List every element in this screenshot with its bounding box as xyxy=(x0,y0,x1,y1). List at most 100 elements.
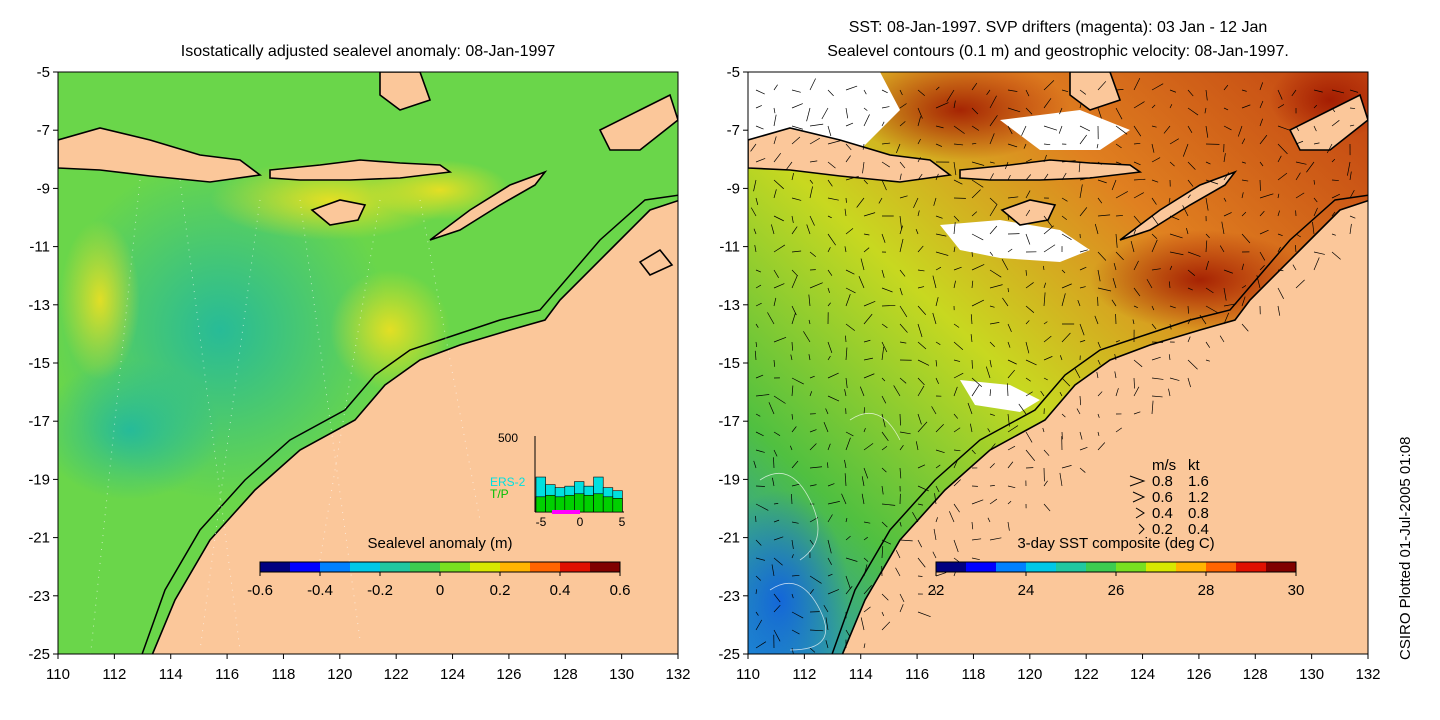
velocity-arrow xyxy=(935,485,940,493)
velocity-arrow xyxy=(791,629,800,635)
velocity-arrow xyxy=(827,302,831,307)
velocity-arrow xyxy=(1043,98,1052,109)
colorbar-segment xyxy=(530,562,561,572)
velocity-arrow xyxy=(1061,197,1068,202)
velocity-arrow xyxy=(953,359,961,362)
colorbar-tick-label: 30 xyxy=(1288,582,1305,599)
colorbar-tick-label: -0.4 xyxy=(307,582,333,599)
velocity-arrow xyxy=(881,413,886,428)
velocity-arrow xyxy=(1079,249,1088,253)
velocity-arrow xyxy=(899,103,907,109)
velocity-arrow xyxy=(1295,140,1304,145)
velocity-arrow xyxy=(935,86,940,91)
velocity-arrow xyxy=(1097,251,1107,261)
colorbar-segment xyxy=(350,562,381,572)
colorbar-segment xyxy=(380,562,411,572)
velocity-arrow xyxy=(899,431,911,435)
velocity-arrow xyxy=(1259,134,1268,145)
velocity-arrow xyxy=(791,385,794,397)
velocity-arrow xyxy=(773,179,784,190)
x-tick-label: 114 xyxy=(849,666,873,683)
velocity-arrow xyxy=(803,331,811,343)
velocity-arrow xyxy=(773,431,781,436)
velocity-arrow xyxy=(1115,191,1128,199)
velocity-arrow xyxy=(935,215,943,219)
velocity-arrow xyxy=(773,503,779,505)
velocity-arrow xyxy=(899,323,908,333)
velocity-arrow xyxy=(878,197,883,204)
velocity-arrow xyxy=(773,152,782,163)
x-tick-label: 124 xyxy=(440,666,465,683)
velocity-arrow xyxy=(1187,107,1199,116)
velocity-legend-header-ms: m/s xyxy=(1152,457,1176,474)
velocity-arrow xyxy=(1115,161,1122,165)
velocity-arrow xyxy=(899,377,907,384)
velocity-legend-kt: 0.4 xyxy=(1188,521,1209,538)
velocity-arrow xyxy=(917,323,923,338)
velocity-arrow xyxy=(1096,371,1099,379)
velocity-arrow xyxy=(754,244,757,253)
velocity-arrow xyxy=(917,305,927,315)
velocity-arrow xyxy=(827,557,832,565)
velocity-arrow xyxy=(1187,194,1191,199)
velocity-arrow xyxy=(1115,125,1128,135)
velocity-arrow xyxy=(1094,223,1099,235)
velocity-arrow xyxy=(1259,193,1274,199)
velocity-arrow xyxy=(1061,332,1071,343)
velocity-arrow xyxy=(917,269,925,272)
velocity-arrow xyxy=(953,449,961,452)
histogram-bar-tp xyxy=(554,496,566,513)
velocity-arrow xyxy=(1169,265,1173,271)
velocity-arrow xyxy=(1114,371,1117,379)
velocity-arrow xyxy=(755,503,769,511)
velocity-arrow xyxy=(1151,179,1159,183)
velocity-arrow xyxy=(1079,89,1087,95)
velocity-arrow xyxy=(917,286,925,289)
velocity-arrow xyxy=(1331,158,1336,163)
velocity-arrow xyxy=(881,593,889,601)
velocity-arrow xyxy=(1007,196,1019,199)
velocity-arrow xyxy=(1331,233,1336,236)
velocity-arrow xyxy=(773,604,781,613)
velocity-arrow xyxy=(1079,286,1086,289)
colorbar-segment xyxy=(290,562,321,572)
x-tick-label: 124 xyxy=(1130,666,1155,683)
sumba-island xyxy=(310,199,367,226)
y-tick-label: -7 xyxy=(727,122,740,139)
velocity-arrow xyxy=(1007,461,1014,469)
x-tick-label: 112 xyxy=(792,666,816,683)
velocity-arrow xyxy=(1187,161,1196,170)
velocity-arrow xyxy=(1061,283,1072,289)
velocity-arrow xyxy=(893,385,901,397)
velocity-arrow xyxy=(791,574,800,577)
velocity-legend-rows: 0.8 1.60.6 1.20.4 0.80.2 0.4 xyxy=(1129,473,1209,538)
cloud-mask xyxy=(940,220,1090,262)
x-tick-label: 118 xyxy=(271,666,295,683)
x-tick-label: 116 xyxy=(215,666,239,683)
velocity-arrow xyxy=(1223,312,1230,325)
velocity-arrow xyxy=(755,431,764,437)
histogram-bar-tp xyxy=(535,496,546,513)
velocity-arrow xyxy=(827,287,830,294)
velocity-arrow xyxy=(1205,359,1210,362)
sst-colorbar-label: 3-day SST composite (deg C) xyxy=(1017,535,1214,552)
velocity-arrow xyxy=(1007,143,1018,148)
velocity-arrow xyxy=(1043,154,1047,163)
velocity-arrow xyxy=(917,421,928,433)
colorbar-segment xyxy=(936,562,967,572)
velocity-arrow xyxy=(881,287,893,293)
velocity-arrow xyxy=(1331,179,1339,181)
velocity-arrow xyxy=(753,460,757,469)
velocity-arrow xyxy=(827,573,833,577)
velocity-arrow xyxy=(1078,161,1081,173)
velocity-arrow xyxy=(1043,244,1056,253)
velocity-arrow xyxy=(755,89,765,95)
velocity-arrow xyxy=(917,377,925,386)
velocity-arrow xyxy=(971,82,978,91)
velocity-arrow xyxy=(1097,341,1101,349)
velocity-arrow xyxy=(1043,356,1053,361)
velocity-arrow xyxy=(809,647,816,653)
velocity-arrow xyxy=(1079,431,1083,440)
velocity-arrow xyxy=(791,341,793,351)
velocity-arrow xyxy=(773,536,784,541)
